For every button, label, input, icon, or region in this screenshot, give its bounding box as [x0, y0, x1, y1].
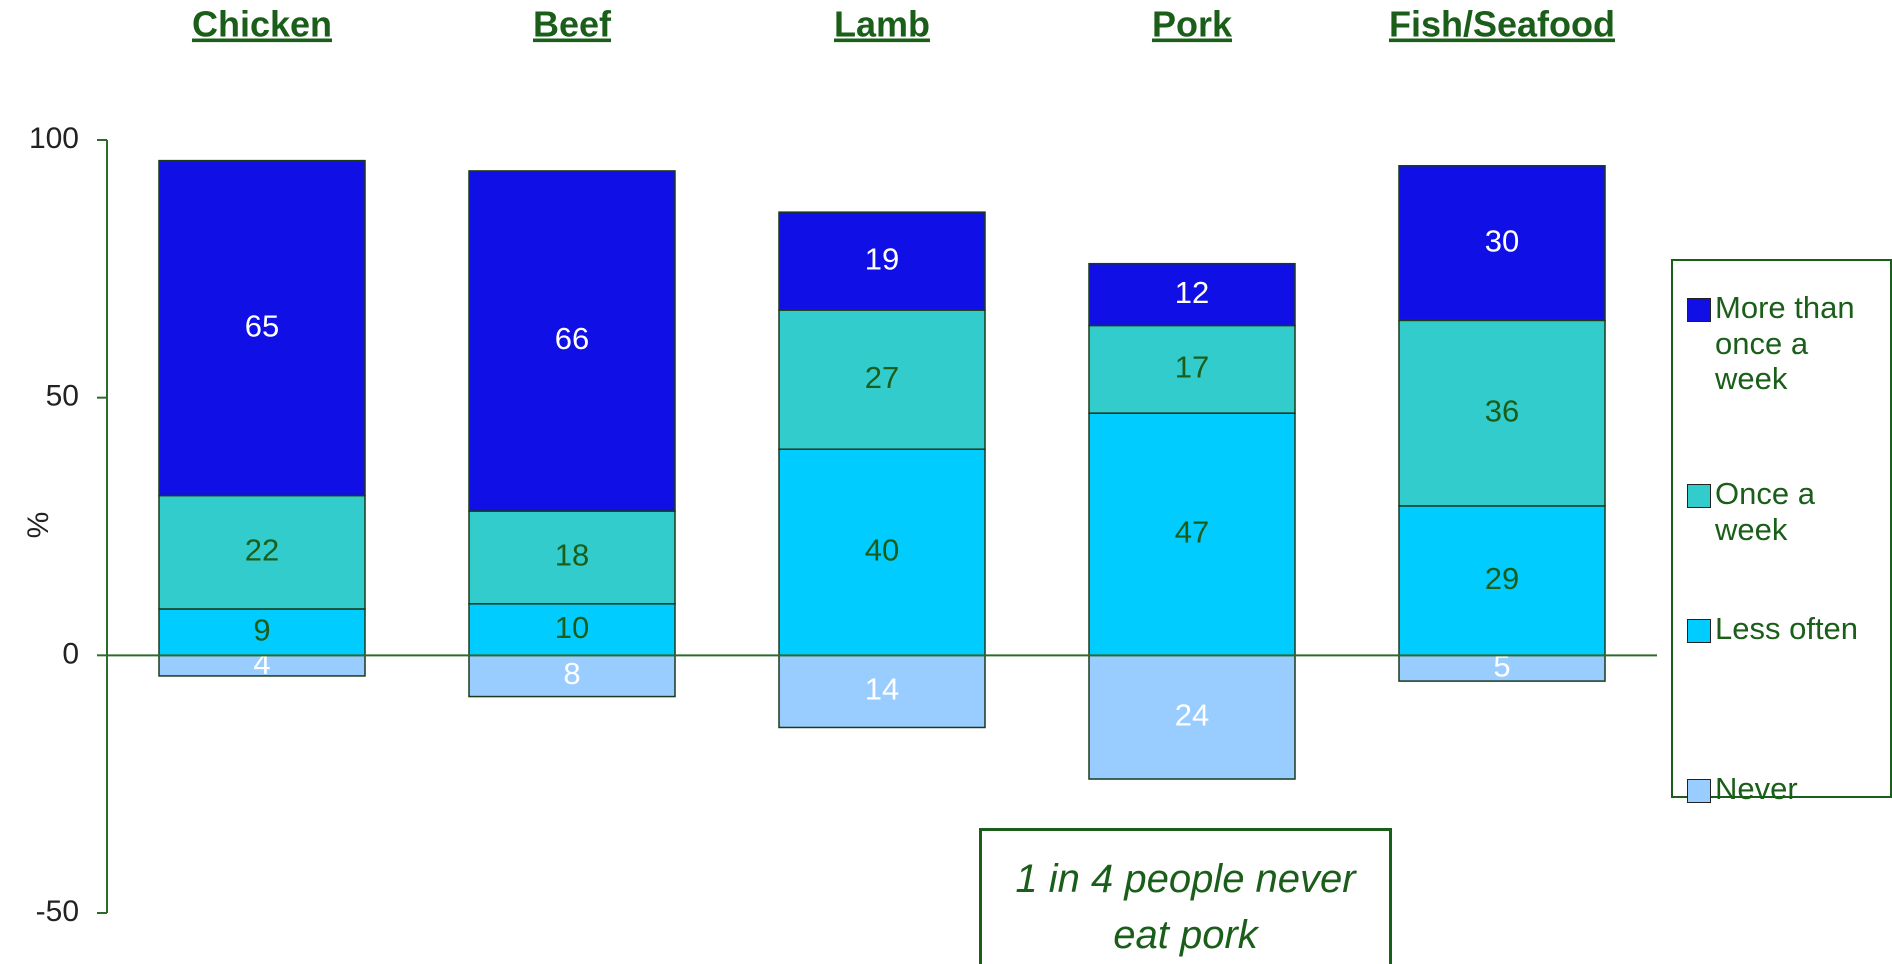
- legend-label: More than once a week: [1715, 290, 1855, 397]
- data-label: 14: [865, 672, 899, 707]
- bar-segment: [1398, 319, 1606, 507]
- bar-segment: [1088, 324, 1296, 414]
- data-label: 29: [1485, 561, 1519, 596]
- bar-segment: [778, 448, 986, 657]
- data-label: 17: [1175, 350, 1209, 385]
- bar-segment: [1398, 505, 1606, 657]
- legend-item: Less often: [1687, 611, 1880, 647]
- data-label: 22: [245, 532, 279, 567]
- data-label: 10: [555, 610, 589, 645]
- data-label: 5: [1493, 648, 1510, 683]
- legend-label: Once a week: [1715, 476, 1815, 547]
- bar-segment: [778, 654, 986, 729]
- bar-segment: [468, 510, 676, 605]
- legend: More than once a week Once a week Less oft…: [1671, 259, 1892, 806]
- y-axis-label: %: [22, 512, 55, 539]
- data-label: 24: [1175, 697, 1209, 732]
- legend-item: More than once a week: [1687, 290, 1880, 397]
- bar-segment: [1398, 654, 1606, 682]
- data-label: 19: [865, 241, 899, 276]
- bar-segment: [1088, 412, 1296, 657]
- bar-segment: [778, 309, 986, 450]
- data-label: 9: [253, 612, 270, 647]
- data-label: 18: [555, 538, 589, 573]
- legend-label: Less often: [1715, 611, 1859, 646]
- legend-swatch: [1687, 298, 1711, 322]
- data-label: 30: [1485, 223, 1519, 258]
- category-label: Fish/Seafood: [1389, 4, 1615, 45]
- bar-segment: [158, 494, 366, 610]
- bar-segment: [1088, 262, 1296, 327]
- bar-segment: [1088, 654, 1296, 780]
- data-label: 27: [865, 360, 899, 395]
- data-label: 8: [563, 656, 580, 691]
- legend-swatch: [1687, 484, 1711, 508]
- y-tick-label: 100: [29, 122, 79, 155]
- legend-swatch: [1687, 619, 1711, 643]
- bar-segment: [468, 654, 676, 698]
- category-label: Pork: [1152, 4, 1233, 45]
- category-label: Beef: [533, 4, 612, 45]
- y-tick-label: 50: [46, 380, 79, 413]
- data-label: 47: [1175, 514, 1209, 549]
- data-label: 40: [865, 532, 899, 567]
- data-label: 66: [555, 321, 589, 356]
- bar-segment: [1398, 165, 1606, 322]
- y-tick-label: -50: [36, 895, 79, 928]
- legend-item: Once a week: [1687, 476, 1880, 547]
- data-label: 36: [1485, 393, 1519, 428]
- bar-segment: [778, 211, 986, 311]
- data-label: 65: [245, 308, 279, 343]
- data-label: 12: [1175, 275, 1209, 310]
- bar-segment: [158, 159, 366, 497]
- bar-segment: [468, 170, 676, 512]
- category-label: Lamb: [834, 4, 930, 45]
- y-tick-label: 0: [62, 637, 79, 670]
- legend-label: Never: [1715, 771, 1798, 806]
- category-label: Chicken: [192, 4, 332, 45]
- legend-swatch: [1687, 779, 1711, 803]
- bar-segment: [468, 603, 676, 657]
- annotation: 1 in 4 people never eat pork: [979, 828, 1392, 964]
- legend-item: Never: [1687, 771, 1880, 807]
